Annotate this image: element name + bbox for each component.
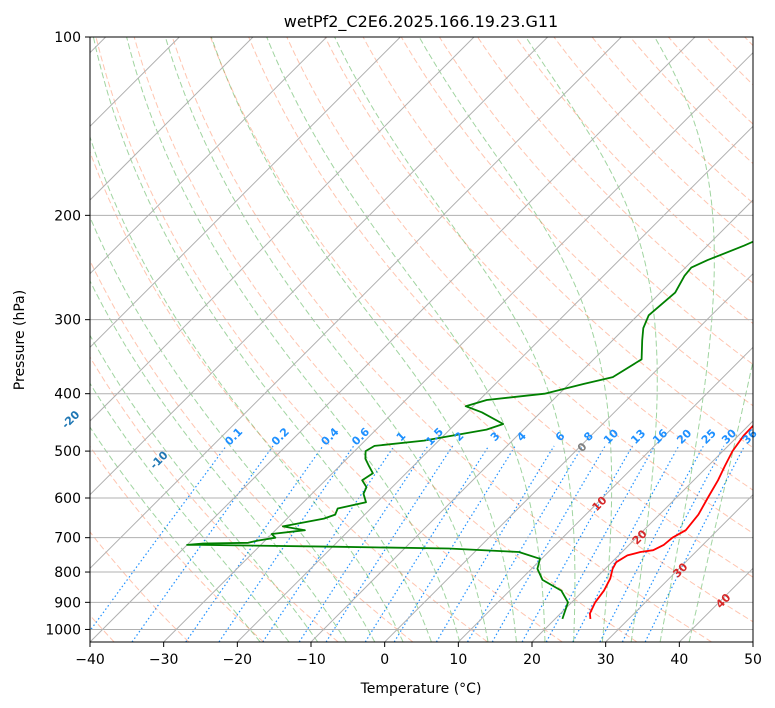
- x-tick-label: −40: [75, 652, 105, 668]
- dry-adiabat-line: [324, 37, 753, 491]
- isotherms: [90, 37, 753, 642]
- mixing-ratio-line: [466, 445, 584, 642]
- y-tick-label: 800: [54, 565, 81, 581]
- y-axis-title: Pressure (hPa): [12, 290, 28, 390]
- mixing-ratio-line: [218, 445, 355, 642]
- y-tick-label: 100: [54, 30, 81, 46]
- moist-adiabat-line: [688, 358, 753, 642]
- y-tick-label: 500: [54, 444, 81, 460]
- dry-adiabat-line: [286, 37, 753, 534]
- moist-adiabat-line: [210, 37, 517, 642]
- dewpoint-profile: [186, 240, 753, 620]
- x-tick-label: 40: [670, 652, 688, 668]
- moist-adiabats: [90, 37, 753, 642]
- dry-adiabat-line: [477, 37, 753, 325]
- y-tick-label: 700: [54, 531, 81, 547]
- mixing-ratio-line: [521, 445, 634, 642]
- mixing-ratio-line: [364, 445, 490, 642]
- dry-adiabat-line: [210, 37, 753, 623]
- y-tick-label: 300: [54, 313, 81, 329]
- y-tick-label: 600: [54, 491, 81, 507]
- dry-adiabat-line: [629, 37, 753, 165]
- mixing-ratio-line: [298, 445, 429, 642]
- x-tick-label: −30: [149, 652, 179, 668]
- isotherm-line: [90, 37, 328, 275]
- isotherm-line: [605, 493, 753, 642]
- moist-adiabat-line: [126, 37, 461, 642]
- mixing-ratio-line: [644, 445, 746, 642]
- mixing-ratio-line: [131, 445, 274, 642]
- y-tick-label: 400: [54, 387, 81, 403]
- y-tick-label: 200: [54, 208, 81, 224]
- mixing-ratio-line: [262, 445, 395, 642]
- moist-adiabat-line: [654, 37, 715, 642]
- dry-adiabat-line: [90, 150, 488, 642]
- isotherm-line: [163, 51, 753, 642]
- moist-adiabat-line: [418, 37, 613, 642]
- mixing-ratio-lines: [90, 445, 746, 642]
- isotherm-line: [90, 37, 622, 570]
- dry-adiabat-line: [438, 37, 753, 365]
- x-tick-label: 20: [523, 652, 541, 668]
- y-tick-label: 1000: [45, 622, 81, 638]
- moist-adiabat-line: [90, 382, 290, 642]
- moist-adiabat-line: [92, 37, 432, 642]
- mixing-ratio-line: [325, 445, 454, 642]
- isotherm-line: [90, 37, 549, 496]
- temperature-profile: [589, 424, 753, 619]
- x-axis-title: Temperature (°C): [360, 681, 482, 697]
- x-tick-label: 10: [449, 652, 467, 668]
- isotherm-line: [90, 37, 254, 201]
- isotherm-line: [90, 37, 475, 422]
- mixing-ratio-line: [435, 445, 555, 642]
- dry-adiabat-line: [400, 37, 753, 407]
- x-tick-label: 50: [744, 652, 762, 668]
- x-tick-label: −20: [223, 652, 253, 668]
- profile-series: [186, 240, 753, 620]
- chart-title: wetPf2_C2E6.2025.166.19.23.G11: [284, 12, 558, 32]
- plot-frame: [89, 36, 754, 643]
- dry-adiabat-line: [95, 37, 563, 642]
- moist-adiabat-line: [266, 37, 546, 642]
- x-tick-label: −10: [296, 652, 326, 668]
- isotherm-line: [457, 346, 753, 642]
- mixing-ratio-line: [621, 445, 725, 642]
- isotherm-line: [310, 199, 753, 642]
- isotherm-line: [90, 37, 401, 349]
- moist-adiabat-line: [334, 37, 576, 642]
- moist-adiabat-line: [90, 215, 376, 642]
- dry-adiabat-line: [553, 37, 753, 244]
- dry-adiabat-line: [515, 37, 753, 284]
- dry-adiabat-line: [248, 37, 753, 578]
- moist-adiabat-line: [90, 426, 261, 642]
- pressure-gridlines: [90, 37, 753, 630]
- moist-adiabat-line: [525, 37, 658, 642]
- x-tick-label: 30: [597, 652, 615, 668]
- mixing-ratio-line: [545, 445, 656, 642]
- plot-area: [90, 37, 753, 642]
- isotherm-line: [531, 420, 753, 642]
- moist-adiabat-line: [90, 334, 319, 642]
- dry-adiabat-line: [90, 531, 190, 642]
- x-tick-label: 0: [380, 652, 389, 668]
- isotherm-line: [90, 37, 696, 642]
- dry-adiabat-line: [90, 259, 414, 642]
- dry-adiabat-line: [133, 37, 638, 642]
- isotherm-line: [384, 272, 753, 642]
- y-tick-label: 900: [54, 595, 81, 611]
- dry-adiabat-line: [90, 356, 339, 642]
- isotherm-line: [236, 125, 753, 642]
- mixing-ratio-line: [185, 445, 324, 642]
- dry-adiabat-line: [591, 37, 753, 204]
- x-axis-ticks: −40 −30 −20 −10 0 10 20 30 40 50: [75, 642, 762, 668]
- moist-adiabat-line: [90, 135, 404, 642]
- moist-adiabat-line: [164, 37, 489, 642]
- y-axis-ticks: 100 200 300 400 500 600 700 800 900 1000: [45, 30, 90, 638]
